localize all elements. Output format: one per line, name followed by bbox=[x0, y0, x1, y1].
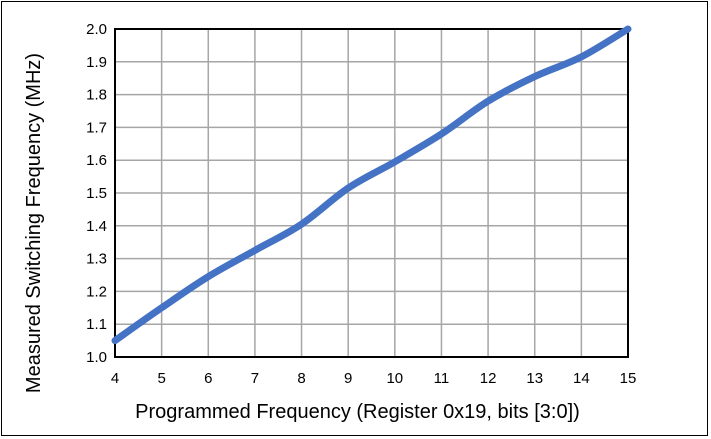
y-tick-label: 1.1 bbox=[86, 316, 107, 333]
tick-label-layer: 4 5 6 7 8 9 10 11 12 13 14 15 1.0 1.1 1.2 1.3 1.4 1.5 1.6 1… bbox=[86, 21, 636, 387]
x-tick-label: 13 bbox=[526, 370, 543, 387]
x-tick-label: 7 bbox=[251, 370, 259, 387]
y-tick-label: 1.0 bbox=[86, 349, 107, 366]
series-layer bbox=[111, 25, 632, 345]
series-line bbox=[111, 25, 632, 345]
y-tick-label: 1.4 bbox=[86, 218, 107, 235]
x-tick-label: 5 bbox=[157, 370, 165, 387]
x-tick-label: 9 bbox=[344, 370, 352, 387]
x-tick-label: 4 bbox=[111, 370, 119, 387]
x-tick-label: 15 bbox=[620, 370, 637, 387]
y-tick-label: 1.7 bbox=[86, 119, 107, 136]
y-tick-label: 1.9 bbox=[86, 54, 107, 71]
x-tick-label: 12 bbox=[480, 370, 497, 387]
grid-layer bbox=[114, 28, 629, 358]
x-tick-label: 6 bbox=[204, 370, 212, 387]
x-axis-title: Programmed Frequency (Register 0x19, bit… bbox=[135, 401, 580, 423]
y-tick-label: 1.8 bbox=[86, 87, 107, 104]
plot-area-border bbox=[114, 28, 629, 358]
y-axis-title: Measured Switching Frequency (MHz) bbox=[23, 53, 45, 393]
y-tick-label: 1.3 bbox=[86, 251, 107, 268]
y-tick-label: 1.2 bbox=[86, 283, 107, 300]
x-tick-label: 14 bbox=[573, 370, 590, 387]
x-tick-label: 11 bbox=[434, 370, 450, 387]
y-tick-label: 1.5 bbox=[86, 185, 107, 202]
x-tick-label: 10 bbox=[386, 370, 403, 387]
y-tick-label: 1.6 bbox=[86, 152, 107, 169]
x-tick-label: 8 bbox=[297, 370, 305, 387]
y-tick-label: 2.0 bbox=[86, 21, 107, 38]
